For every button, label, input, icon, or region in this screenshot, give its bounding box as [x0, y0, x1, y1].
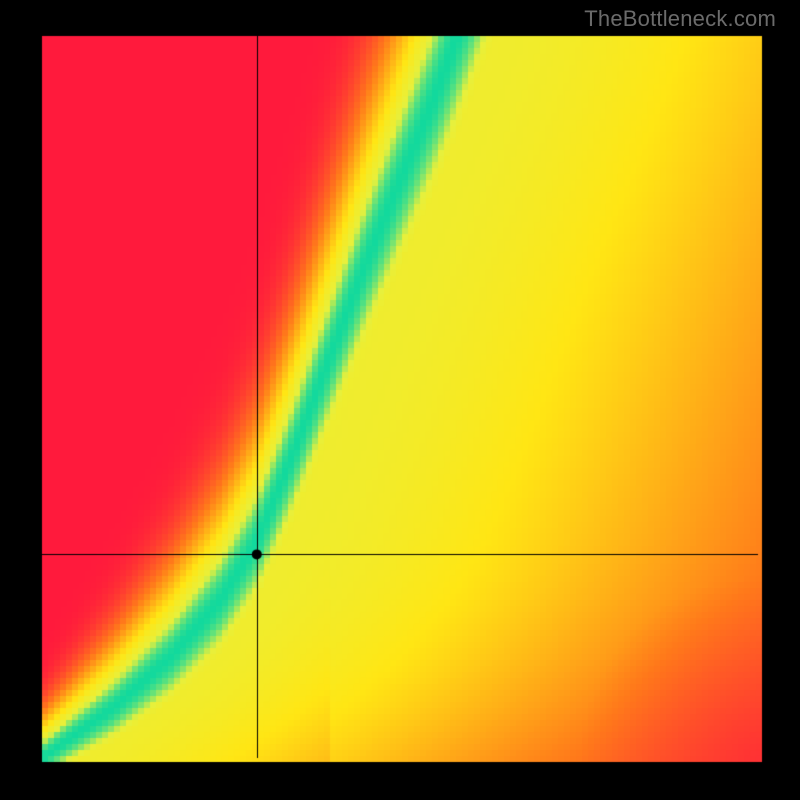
chart-container: TheBottleneck.com	[0, 0, 800, 800]
heatmap-canvas	[0, 0, 800, 800]
watermark-text: TheBottleneck.com	[584, 6, 776, 32]
